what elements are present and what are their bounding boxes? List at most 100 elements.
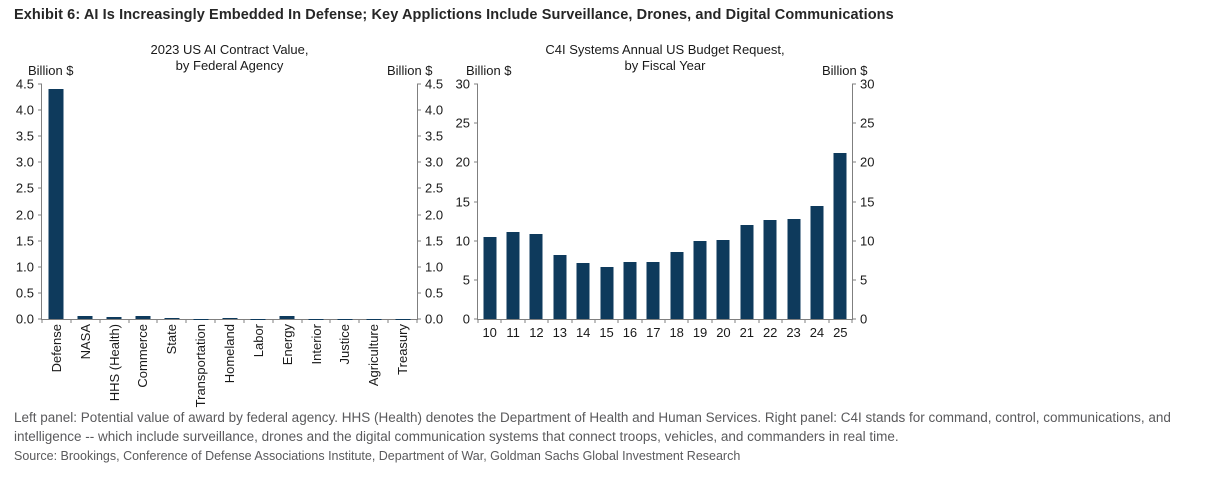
bar-11 bbox=[506, 232, 520, 319]
bar-23 bbox=[787, 218, 801, 319]
y-tick-mark bbox=[417, 135, 421, 137]
y-tick-mark bbox=[417, 240, 421, 242]
y-tick-mark bbox=[417, 161, 421, 163]
bar-20 bbox=[716, 239, 730, 319]
left-chart-title: 2023 US AI Contract Value, by Federal Ag… bbox=[41, 42, 418, 74]
y-tick-label: 0 bbox=[860, 311, 868, 327]
y-tick-mark bbox=[474, 201, 478, 202]
bar-13 bbox=[553, 254, 567, 319]
exhibit-title: Exhibit 6: AI Is Increasingly Embedded I… bbox=[14, 7, 894, 23]
y-tick-mark bbox=[852, 279, 856, 281]
x-tick-mark bbox=[804, 319, 806, 323]
x-tick-mark bbox=[358, 319, 360, 323]
y-tick-mark bbox=[38, 135, 42, 137]
bar-17 bbox=[646, 261, 660, 319]
x-tick-mark bbox=[851, 319, 853, 323]
y-tick-label: 4.0 bbox=[15, 102, 34, 118]
left-chart-title-line2: by Federal Agency bbox=[175, 58, 284, 73]
y-tick-mark bbox=[38, 161, 42, 163]
x-tick-label-text: Commerce bbox=[135, 324, 151, 388]
x-tick-label-text: Defense bbox=[48, 324, 64, 373]
x-tick-mark bbox=[387, 319, 389, 323]
bar-commerce bbox=[135, 315, 151, 319]
x-tick-mark bbox=[70, 319, 72, 323]
y-tick-mark bbox=[852, 240, 856, 242]
right-chart-plot-area: 0 0 5 5 10 10 15 15 20 20 25 25 30 30 10 11 12 13 14 15 16 17… bbox=[456, 78, 875, 341]
x-tick-label-24: 24 bbox=[809, 325, 825, 340]
bar-22 bbox=[763, 219, 777, 319]
bar-12 bbox=[529, 233, 543, 319]
x-tick-mark bbox=[781, 319, 783, 323]
x-tick-mark bbox=[500, 319, 502, 323]
y-tick-label: 0 bbox=[462, 311, 470, 327]
x-tick-mark bbox=[594, 319, 596, 323]
left-chart-y-unit-left: Billion $ bbox=[28, 63, 74, 78]
x-tick-label-14: 14 bbox=[575, 325, 591, 340]
x-tick-mark bbox=[301, 319, 303, 323]
y-tick-label: 2.5 bbox=[425, 180, 444, 196]
x-tick-label-text: Energy bbox=[279, 324, 295, 366]
x-tick-mark bbox=[185, 319, 187, 323]
y-tick-label: 15 bbox=[455, 194, 470, 209]
y-tick-label: 2.5 bbox=[15, 180, 34, 196]
right-chart-title-line1: C4I Systems Annual US Budget Request, bbox=[545, 42, 785, 57]
bar-16 bbox=[623, 261, 637, 319]
x-tick-mark bbox=[524, 319, 526, 323]
x-tick-label-text: Homeland bbox=[222, 324, 237, 384]
bar-19 bbox=[693, 240, 707, 319]
x-tick-label-18: 18 bbox=[669, 325, 684, 340]
x-tick-label-text: NASA bbox=[77, 324, 93, 360]
y-tick-mark bbox=[852, 83, 856, 85]
bar-homeland bbox=[222, 317, 237, 319]
y-tick-label: 3.5 bbox=[425, 128, 444, 144]
x-tick-mark bbox=[828, 319, 830, 323]
y-tick-label: 0.5 bbox=[15, 285, 34, 301]
x-tick-mark bbox=[128, 319, 130, 323]
y-tick-mark bbox=[38, 240, 42, 242]
x-tick-label-15: 15 bbox=[599, 325, 614, 340]
y-tick-label: 15 bbox=[860, 194, 875, 209]
left-chart-plot-area: 0.0 0.0 0.5 0.5 1.0 1.0 1.5 1.5 2.0 2.0 2.5 2.5 3.0 3… bbox=[16, 78, 443, 408]
x-tick-label-20: 20 bbox=[716, 325, 731, 340]
y-tick-mark bbox=[38, 214, 42, 216]
y-tick-mark bbox=[38, 292, 42, 294]
y-tick-label: 10 bbox=[455, 233, 470, 249]
y-tick-mark bbox=[474, 83, 478, 85]
bar-18 bbox=[670, 251, 684, 319]
source-line: Source: Brookings, Conference of Defense… bbox=[14, 449, 741, 463]
x-tick-mark bbox=[41, 319, 43, 323]
y-tick-mark bbox=[474, 240, 478, 242]
y-tick-mark bbox=[38, 187, 42, 189]
y-tick-mark bbox=[852, 161, 856, 163]
x-tick-mark bbox=[617, 319, 619, 323]
y-tick-label: 4.5 bbox=[15, 76, 34, 92]
x-tick-mark bbox=[477, 319, 479, 323]
x-tick-mark bbox=[571, 319, 572, 323]
bar-nasa bbox=[77, 315, 93, 319]
x-tick-label-25: 25 bbox=[833, 325, 848, 340]
y-tick-mark bbox=[417, 83, 421, 85]
y-tick-label: 3.0 bbox=[425, 154, 444, 170]
x-tick-label-16: 16 bbox=[622, 325, 638, 340]
y-tick-mark bbox=[417, 292, 421, 294]
y-tick-mark bbox=[474, 279, 478, 281]
x-tick-mark bbox=[758, 319, 759, 323]
right-chart-title-line2: by Fiscal Year bbox=[624, 58, 706, 73]
bar-14 bbox=[576, 263, 590, 319]
x-tick-mark bbox=[99, 319, 101, 323]
y-tick-label: 5 bbox=[860, 272, 868, 288]
y-tick-mark bbox=[417, 214, 421, 216]
x-tick-label-text: Interior bbox=[308, 324, 324, 365]
y-tick-label: 0.0 bbox=[15, 311, 34, 327]
y-tick-label: 2.0 bbox=[15, 207, 34, 223]
x-tick-mark bbox=[687, 319, 689, 323]
x-tick-label-22: 22 bbox=[762, 325, 778, 340]
y-tick-label: 5 bbox=[462, 272, 470, 288]
right-chart-title: C4I Systems Annual US Budget Request, by… bbox=[477, 42, 853, 74]
y-tick-mark bbox=[417, 318, 421, 320]
y-tick-mark bbox=[474, 318, 478, 320]
y-tick-label: 10 bbox=[860, 233, 875, 249]
y-tick-label: 30 bbox=[860, 76, 875, 92]
y-tick-label: 1.5 bbox=[15, 233, 34, 249]
